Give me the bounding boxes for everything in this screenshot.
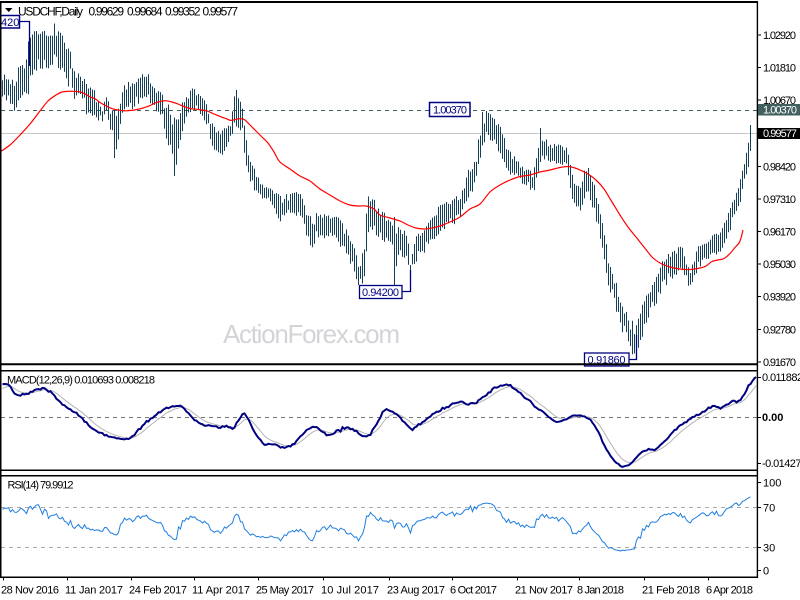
svg-text:ActionForex.com: ActionForex.com <box>223 319 400 349</box>
svg-text:1.00670: 1.00670 <box>763 95 796 107</box>
svg-text:25 May 2017: 25 May 2017 <box>256 585 314 597</box>
svg-text:70: 70 <box>763 503 775 515</box>
svg-text:24 Feb 2017: 24 Feb 2017 <box>129 585 187 597</box>
svg-text:0.91670: 0.91670 <box>763 357 796 369</box>
svg-text:0.94200: 0.94200 <box>362 287 399 299</box>
svg-text:0.99352: 0.99352 <box>165 4 201 18</box>
svg-text:-0.014276: -0.014276 <box>762 458 800 470</box>
svg-text:6 Apr 2018: 6 Apr 2018 <box>706 585 753 597</box>
svg-text:RSI(14) 79.9912: RSI(14) 79.9912 <box>8 480 74 492</box>
svg-text:0.98420: 0.98420 <box>763 161 796 173</box>
svg-text:1.00370: 1.00370 <box>763 105 797 117</box>
svg-text:0.99684: 0.99684 <box>127 4 163 18</box>
svg-text:0.97310: 0.97310 <box>763 194 796 206</box>
svg-text:28 Nov 2016: 28 Nov 2016 <box>1 585 59 597</box>
svg-text:8 Jan 2018: 8 Jan 2018 <box>577 585 624 597</box>
svg-text:21 Nov 2017: 21 Nov 2017 <box>515 585 573 597</box>
svg-text:1.01810: 1.01810 <box>763 62 796 74</box>
svg-text:1.00370: 1.00370 <box>433 105 467 117</box>
svg-text:1.02920: 1.02920 <box>763 30 796 42</box>
svg-text:30: 30 <box>763 543 775 555</box>
svg-text:10 Jul 2017: 10 Jul 2017 <box>321 585 379 597</box>
svg-text:0: 0 <box>763 566 769 578</box>
svg-text:0.92780: 0.92780 <box>763 324 796 336</box>
svg-text:0.96170: 0.96170 <box>763 226 796 238</box>
svg-text:23 Aug 2017: 23 Aug 2017 <box>387 585 445 597</box>
svg-text:420: 420 <box>1 17 19 29</box>
svg-text:21 Feb 2018: 21 Feb 2018 <box>642 585 700 597</box>
svg-text:0.99629: 0.99629 <box>89 4 125 18</box>
svg-text:0.011882: 0.011882 <box>762 372 800 384</box>
svg-text:6 Oct 2017: 6 Oct 2017 <box>450 585 497 597</box>
svg-text:0.95030: 0.95030 <box>763 259 796 271</box>
svg-text:USDCHF,Daily: USDCHF,Daily <box>18 4 83 18</box>
svg-text:0.99577: 0.99577 <box>763 128 797 140</box>
svg-text:0.99577: 0.99577 <box>203 4 239 18</box>
svg-text:0.00: 0.00 <box>762 412 783 424</box>
svg-text:11 Apr 2017: 11 Apr 2017 <box>192 585 250 597</box>
svg-text:100: 100 <box>763 478 781 490</box>
svg-text:11 Jan 2017: 11 Jan 2017 <box>65 585 123 597</box>
svg-text:MACD(12,26,9) 0.010693 0.00821: MACD(12,26,9) 0.010693 0.008218 <box>7 375 155 387</box>
svg-text:0.93920: 0.93920 <box>763 291 796 303</box>
